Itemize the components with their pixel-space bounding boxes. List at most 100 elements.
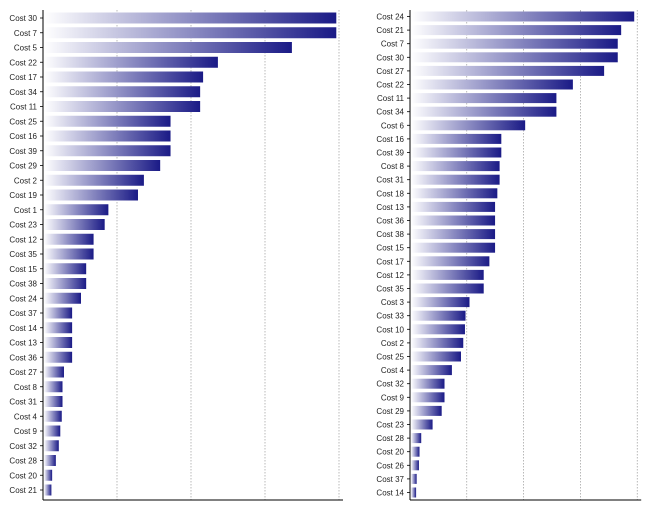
category-label: Cost 9 bbox=[14, 427, 38, 436]
right-bar-chart: Cost 24 Cost 21 Cost 7 Cost 30 Cost 27 Cost 2… bbox=[376, 10, 642, 501]
bar bbox=[411, 52, 618, 63]
bar bbox=[411, 256, 490, 267]
left-bar-chart: Cost 30 Cost 7 Cost 5 Cost 22 Cost 17 Cost 34… bbox=[9, 10, 343, 501]
category-label: Cost 6 bbox=[381, 121, 405, 130]
category-label: Cost 22 bbox=[376, 81, 404, 90]
bar bbox=[411, 405, 442, 416]
category-label: Cost 39 bbox=[9, 147, 37, 156]
category-label: Cost 4 bbox=[381, 366, 405, 375]
bar bbox=[411, 147, 502, 158]
bar bbox=[411, 188, 498, 199]
bar bbox=[411, 378, 445, 389]
bar bbox=[411, 106, 557, 117]
bar bbox=[44, 42, 292, 53]
bar bbox=[411, 324, 465, 335]
category-label: Cost 3 bbox=[381, 298, 405, 307]
bar bbox=[411, 269, 484, 280]
category-label: Cost 21 bbox=[376, 26, 404, 35]
bar bbox=[44, 27, 337, 39]
bar bbox=[44, 322, 73, 334]
bar bbox=[44, 366, 64, 378]
bar bbox=[44, 469, 53, 481]
category-label: Cost 37 bbox=[9, 309, 37, 318]
category-label: Cost 14 bbox=[9, 324, 37, 333]
bar bbox=[44, 204, 109, 216]
bar bbox=[411, 25, 622, 36]
category-label: Cost 18 bbox=[376, 189, 404, 198]
category-label: Cost 33 bbox=[376, 312, 404, 321]
bar bbox=[44, 219, 105, 230]
category-label: Cost 4 bbox=[14, 412, 38, 421]
category-label: Cost 24 bbox=[9, 294, 37, 303]
category-label: Cost 28 bbox=[376, 434, 404, 443]
bar bbox=[44, 351, 73, 363]
bar bbox=[44, 278, 87, 289]
bar bbox=[44, 440, 59, 452]
category-label: Cost 22 bbox=[9, 58, 37, 67]
bar bbox=[411, 283, 484, 294]
category-label: Cost 38 bbox=[9, 280, 37, 289]
category-label: Cost 1 bbox=[14, 206, 38, 215]
bar bbox=[44, 233, 94, 245]
category-label: Cost 14 bbox=[376, 489, 404, 498]
category-label: Cost 35 bbox=[9, 250, 37, 259]
bar bbox=[411, 365, 452, 376]
category-label: Cost 15 bbox=[376, 244, 404, 253]
bar bbox=[44, 130, 171, 142]
bar bbox=[44, 145, 171, 157]
bar bbox=[411, 337, 464, 348]
category-label: Cost 15 bbox=[9, 265, 37, 274]
category-label: Cost 16 bbox=[9, 132, 37, 141]
bar bbox=[411, 38, 618, 49]
bar bbox=[44, 248, 94, 260]
category-label: Cost 34 bbox=[9, 88, 37, 97]
bar bbox=[44, 455, 56, 466]
category-label: Cost 2 bbox=[14, 176, 38, 185]
category-label: Cost 32 bbox=[9, 442, 37, 451]
category-label: Cost 19 bbox=[9, 191, 37, 200]
bar bbox=[44, 292, 81, 304]
category-label: Cost 38 bbox=[376, 230, 404, 239]
category-label: Cost 17 bbox=[9, 73, 37, 82]
category-label: Cost 36 bbox=[9, 353, 37, 362]
category-label: Cost 32 bbox=[376, 380, 404, 389]
bar bbox=[411, 297, 470, 308]
category-label: Cost 30 bbox=[9, 14, 37, 23]
category-label: Cost 36 bbox=[376, 217, 404, 226]
category-label: Cost 27 bbox=[9, 368, 37, 377]
category-label: Cost 2 bbox=[381, 339, 405, 348]
bar bbox=[411, 392, 445, 403]
bar bbox=[411, 310, 466, 321]
category-label: Cost 21 bbox=[9, 486, 37, 495]
bar bbox=[411, 161, 500, 172]
bar bbox=[411, 201, 496, 212]
category-label: Cost 26 bbox=[376, 461, 404, 470]
bar bbox=[44, 189, 138, 201]
bar bbox=[44, 263, 87, 275]
category-label: Cost 30 bbox=[376, 53, 404, 62]
category-label: Cost 31 bbox=[9, 398, 37, 407]
bar bbox=[44, 56, 218, 68]
category-label: Cost 31 bbox=[376, 176, 404, 185]
category-label: Cost 29 bbox=[9, 162, 37, 171]
bar bbox=[411, 473, 417, 484]
bar bbox=[411, 487, 417, 498]
category-label: Cost 34 bbox=[376, 108, 404, 117]
category-label: Cost 7 bbox=[14, 29, 38, 38]
bar bbox=[411, 460, 419, 471]
category-label: Cost 35 bbox=[376, 285, 404, 294]
category-label: Cost 7 bbox=[381, 40, 405, 49]
category-label: Cost 12 bbox=[376, 271, 404, 280]
bar bbox=[411, 419, 433, 430]
category-label: Cost 10 bbox=[376, 325, 404, 334]
bar bbox=[44, 425, 61, 437]
bar bbox=[411, 120, 526, 131]
category-label: Cost 8 bbox=[381, 162, 405, 171]
bar bbox=[44, 115, 171, 127]
category-label: Cost 13 bbox=[9, 339, 37, 348]
bar bbox=[44, 101, 201, 112]
category-label: Cost 20 bbox=[9, 471, 37, 480]
bar bbox=[44, 410, 62, 422]
bar bbox=[411, 351, 461, 362]
